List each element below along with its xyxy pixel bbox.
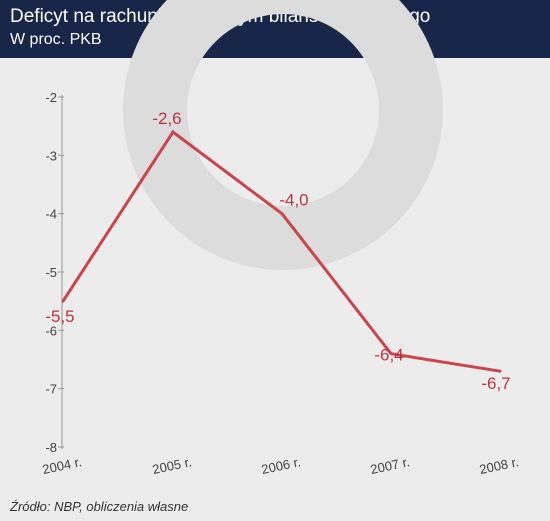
source-note: Źródło: NBP, obliczenia własne	[10, 499, 189, 514]
y-tick-label: -3	[45, 148, 57, 163]
y-tick-label: -8	[45, 440, 57, 455]
x-axis-labels: 2004 r. 2005 r. 2006 r. 2007 r. 2008 r.	[41, 454, 520, 477]
series-layer	[61, 129, 502, 373]
watermark-ring	[123, 0, 443, 270]
y-tick-label: -7	[45, 382, 57, 397]
x-tick-label: 2007 r.	[369, 454, 411, 477]
x-tick-label: 2008 r.	[478, 454, 520, 477]
x-tick-label: 2006 r.	[260, 454, 302, 477]
y-tick-label: -2	[45, 90, 57, 105]
data-point	[171, 130, 175, 134]
data-point	[389, 352, 393, 356]
data-point	[280, 212, 284, 216]
y-tick-label: -4	[45, 207, 57, 222]
chart-subtitle: W proc. PKB	[10, 31, 102, 48]
y-axis: -2 -3 -4 -5 -6 -7 -8	[45, 90, 64, 455]
watermark-logo	[123, 0, 443, 270]
data-label: -6,7	[481, 374, 510, 393]
data-point	[61, 299, 65, 303]
data-label: -6,4	[374, 346, 403, 365]
y-tick-label: -6	[45, 323, 57, 338]
data-label: -2,6	[152, 109, 181, 128]
data-labels: -5,5 -2,6 -4,0 -6,4 -6,7	[45, 109, 510, 393]
x-tick-label: 2004 r.	[41, 454, 83, 477]
data-label: -5,5	[45, 307, 74, 326]
data-label: -4,0	[279, 191, 308, 210]
data-point	[498, 369, 502, 373]
y-tick-label: -5	[45, 265, 57, 280]
x-tick-label: 2005 r.	[151, 454, 193, 477]
